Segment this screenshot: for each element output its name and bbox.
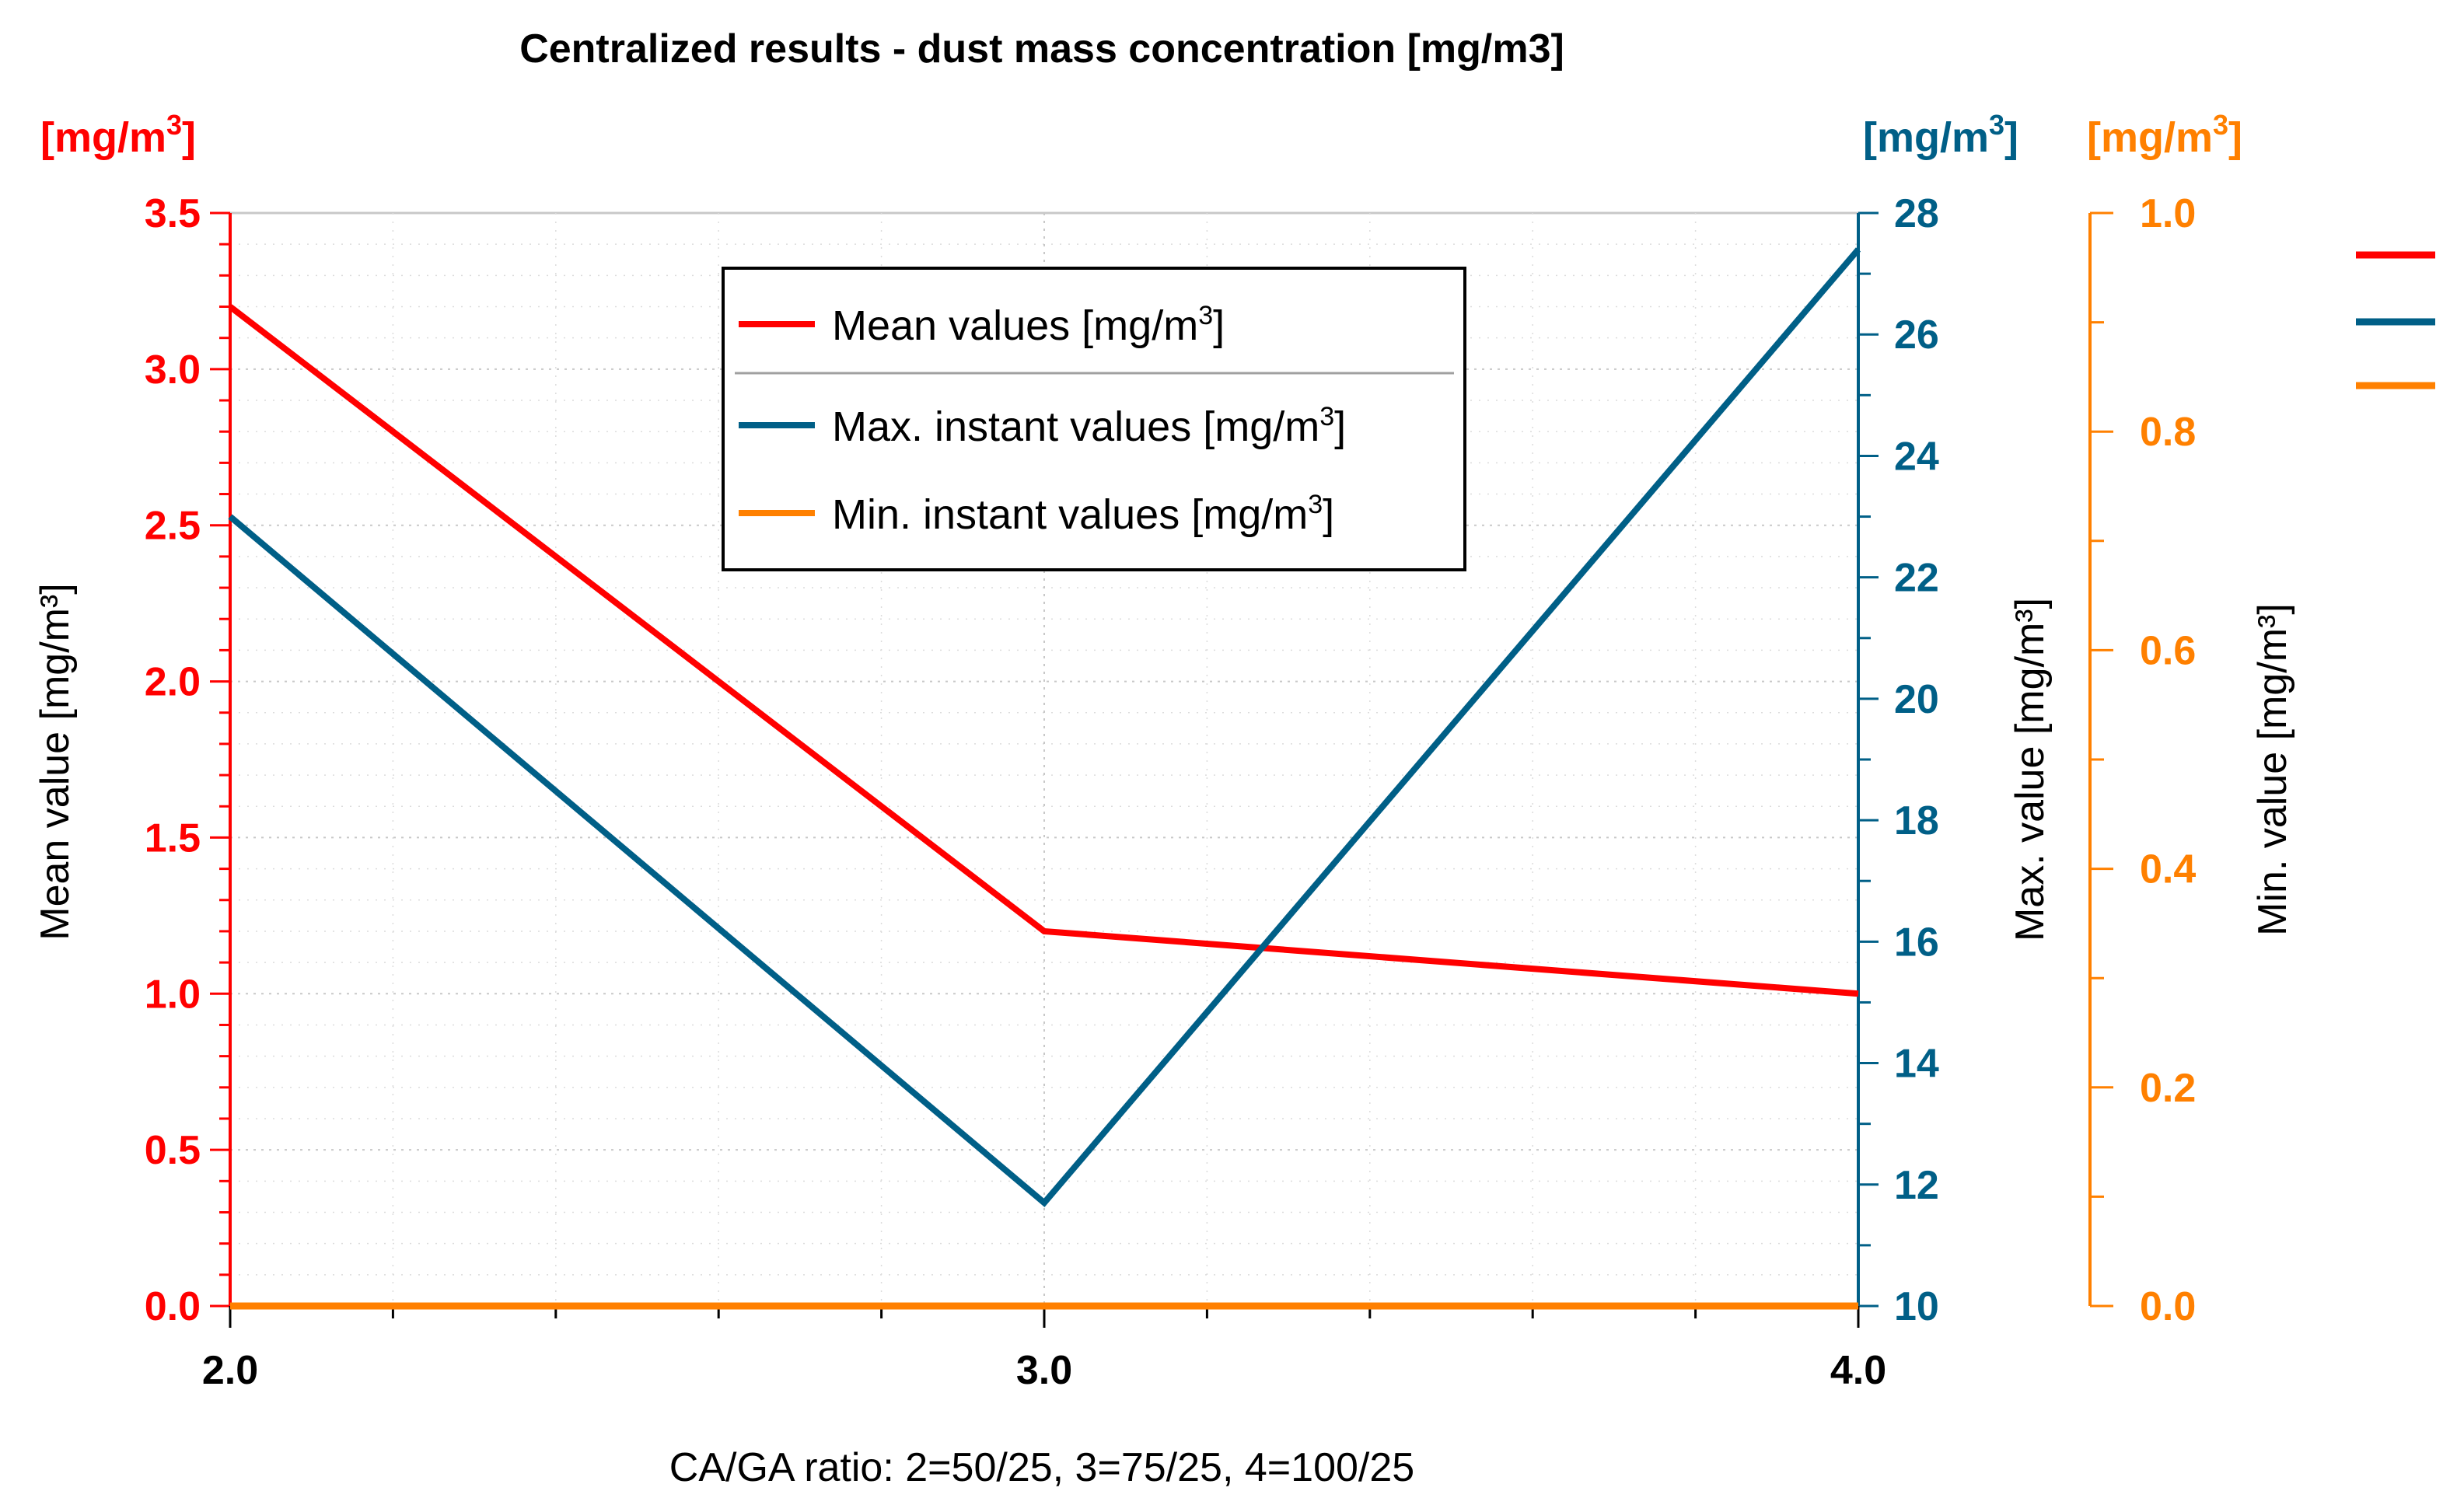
max-axis-tick-label: 10 — [1894, 1284, 1939, 1329]
min-axis-unit: [mg/m3] — [2087, 109, 2242, 161]
min-axis-tick-label: 0.0 — [2140, 1284, 2196, 1329]
min-axis-tick-label: 0.6 — [2140, 628, 2196, 673]
axes: 0.0 0.5 1.0 1.5 2.0 2.5 3.0 3.5 10 12 14 16 18 20 22 24… — [145, 191, 2197, 1393]
series-line-mean — [228, 304, 1859, 997]
legend-label-max: Max. instant values [mg/m3] — [832, 402, 1346, 450]
mean-axis-tick-label: 0.5 — [145, 1128, 201, 1173]
mean-axis-tick-label: 3.5 — [145, 191, 201, 236]
max-axis-unit: [mg/m3] — [1863, 109, 2018, 161]
max-axis-tick-label: 22 — [1894, 556, 1939, 601]
mean-axis-label: Mean value [mg/m³] — [33, 583, 78, 941]
mean-axis-tick-label: 1.0 — [145, 972, 201, 1017]
max-axis-tick-label: 14 — [1894, 1042, 1939, 1087]
max-axis-tick-label: 28 — [1894, 191, 1939, 236]
min-axis-tick-label: 1.0 — [2140, 191, 2196, 236]
max-axis-tick-label: 24 — [1894, 434, 1939, 479]
legend-label-min: Min. instant values [mg/m3] — [832, 490, 1334, 538]
max-axis-label: Max. value [mg/m³] — [2008, 598, 2053, 941]
chart-title: Centralized results - dust mass concentr… — [519, 26, 1564, 72]
min-axis-tick-label: 0.2 — [2140, 1066, 2196, 1111]
x-axis-tick-label: 4.0 — [1830, 1348, 1886, 1393]
max-axis-tick-label: 26 — [1894, 313, 1939, 358]
min-axis-label: Min. value [mg/m³] — [2250, 603, 2295, 936]
min-axis-tick-label: 0.4 — [2140, 847, 2196, 892]
max-axis-tick-label: 20 — [1894, 677, 1939, 722]
max-axis-tick-label: 18 — [1894, 798, 1939, 843]
x-axis-tick-label: 2.0 — [202, 1348, 258, 1393]
legend: Mean values [mg/m3] Max. instant values … — [722, 267, 1466, 571]
series-lines — [228, 247, 1861, 1310]
max-axis-tick-label: 16 — [1894, 920, 1939, 965]
x-axis-label: CA/GA ratio: 2=50/25, 3=75/25, 4=100/25 — [669, 1445, 1414, 1490]
mean-axis-unit: [mg/m3] — [40, 109, 196, 161]
mean-axis-tick-label: 0.0 — [145, 1284, 201, 1329]
mean-axis-tick-label: 1.5 — [145, 815, 201, 861]
series-line-max — [228, 247, 1861, 1207]
min-axis-tick-label: 0.8 — [2140, 410, 2196, 455]
legend-label-mean: Mean values [mg/m3] — [832, 301, 1225, 349]
x-axis-tick-label: 3.0 — [1016, 1348, 1072, 1393]
mean-axis-tick-label: 3.0 — [145, 347, 201, 393]
mean-axis-tick-label: 2.0 — [145, 660, 201, 705]
mean-axis-tick-label: 2.5 — [145, 504, 201, 549]
max-axis-tick-label: 12 — [1894, 1163, 1939, 1208]
